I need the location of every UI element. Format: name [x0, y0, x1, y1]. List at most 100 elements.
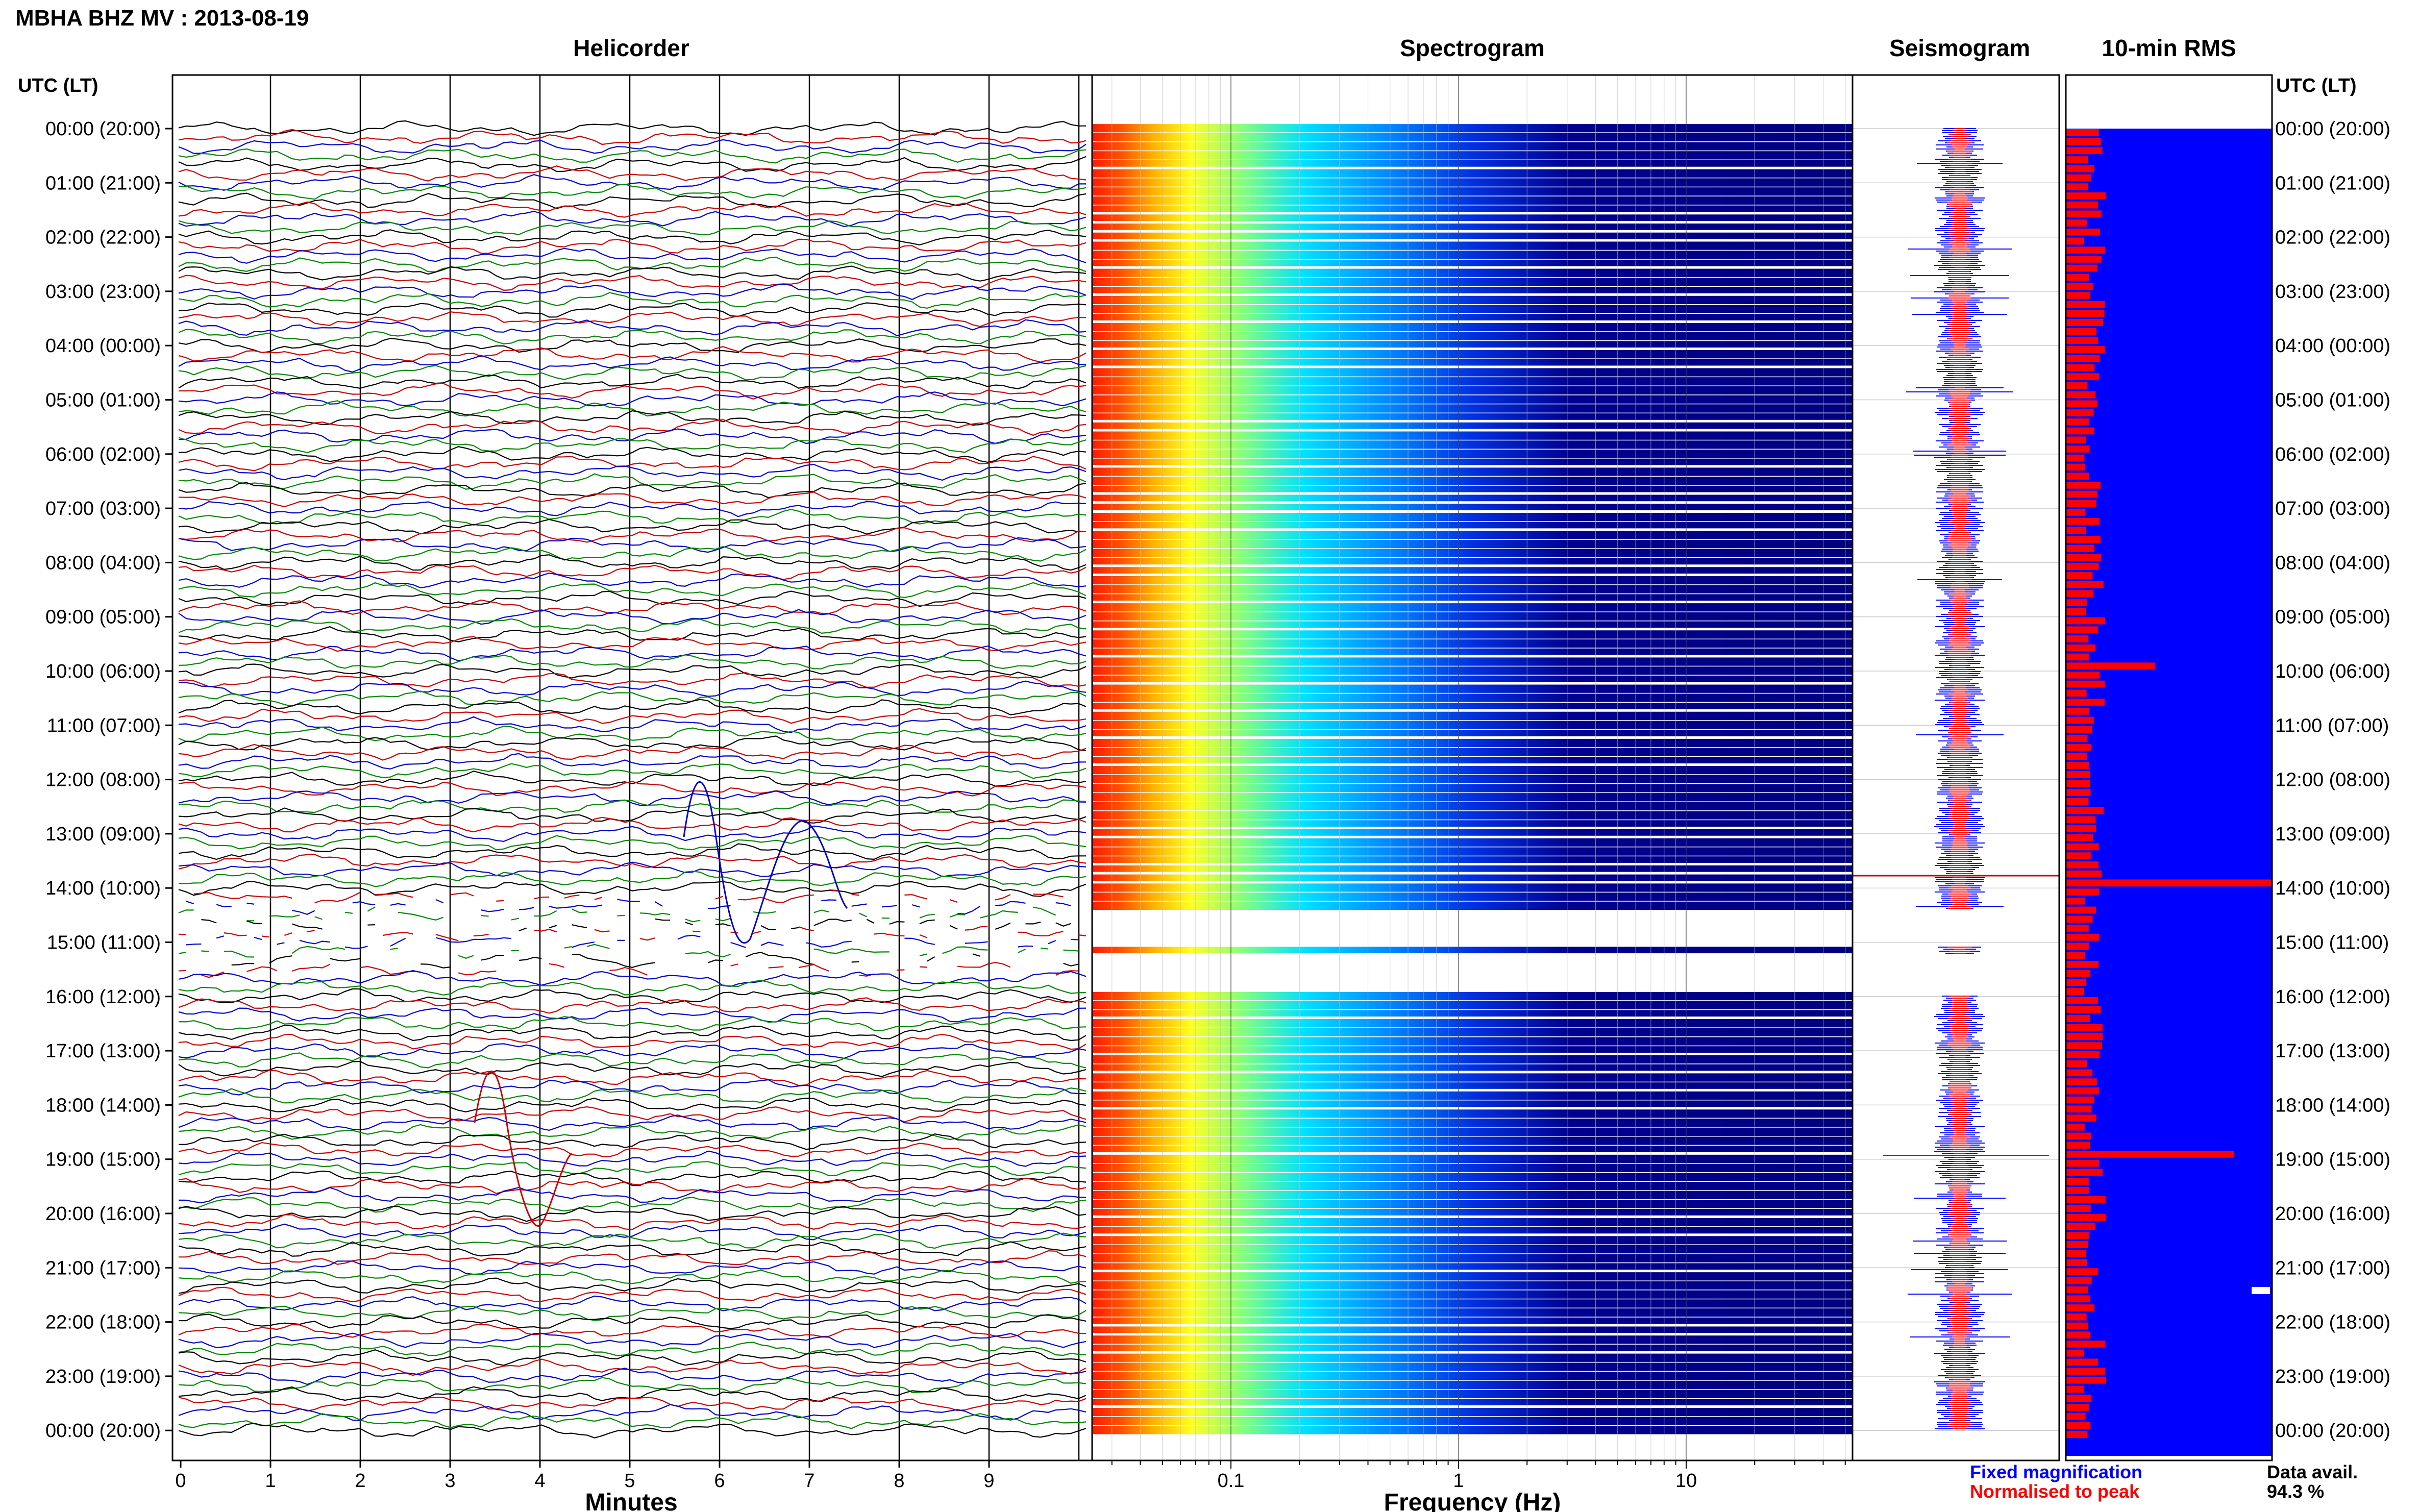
spectrogram-row [1092, 711, 1853, 720]
rms-bar [2066, 925, 2089, 932]
rms-bar [2066, 256, 2102, 263]
spectrogram-row [1092, 1218, 1853, 1227]
helicorder-trace [178, 210, 1087, 227]
rms-bar [2066, 771, 2090, 778]
time-labels-left: 00:00 (20:00) 01:00 (21:00) 02:00 (22:00) 0… [45, 118, 172, 1442]
spectrogram-row [1092, 648, 1853, 655]
spectrogram-row [1092, 395, 1853, 404]
minute-tick-label: 0 [175, 1470, 186, 1492]
spectrogram-row [1092, 196, 1853, 205]
spectrogram-title: Spectrogram [1400, 35, 1545, 61]
helicorder-trace [178, 1342, 1087, 1356]
time-label-left: 01:00 (21:00) [45, 172, 161, 194]
time-label-left: 09:00 (05:00) [45, 607, 161, 628]
rms-bar [2066, 861, 2099, 869]
rms-bar [2066, 129, 2099, 136]
rms-bar [2066, 319, 2104, 326]
spectrogram-row [1092, 187, 1853, 196]
helicorder-trace [178, 770, 1087, 787]
time-label-left: 00:00 (20:00) [45, 118, 161, 140]
helicorder-trace [186, 934, 1079, 949]
spectrogram-row [1092, 693, 1853, 702]
helicorder-trace [179, 302, 1087, 318]
spectrogram-row [1092, 1254, 1853, 1262]
spectrogram-row [1092, 1362, 1853, 1371]
time-label-left: 12:00 (08:00) [45, 770, 161, 791]
time-label-left: 20:00 (16:00) [45, 1203, 161, 1225]
rms-bar [2066, 960, 2099, 968]
time-label-right: 10:00 (06:00) [2275, 661, 2390, 682]
spectrogram-row [1092, 1010, 1853, 1017]
rms-bar [2066, 210, 2102, 218]
spectrogram-row [1092, 1290, 1853, 1299]
rms-bar [2066, 933, 2100, 941]
time-label-right: 01:00 (21:00) [2275, 172, 2390, 194]
spectrogram-row [1092, 431, 1853, 440]
time-label-left: 17:00 (13:00) [45, 1040, 161, 1062]
helicorder-trace [178, 835, 1087, 851]
spectrogram-row [1092, 205, 1853, 212]
helicorder-trace [178, 582, 1087, 598]
spectrogram-row [1092, 603, 1853, 612]
rms-bar [2066, 735, 2088, 742]
spectrogram-row [1092, 594, 1853, 601]
helicorder-trace [178, 680, 1087, 697]
helicorder-trace [178, 1368, 1087, 1385]
spectrogram-row [1092, 820, 1853, 827]
time-label-left: 05:00 (01:00) [45, 390, 161, 411]
spectrogram-row [1092, 1344, 1853, 1351]
helicorder-trace [178, 854, 1087, 870]
seismogram-title: Seismogram [1889, 35, 2030, 61]
rms-bar [2066, 328, 2096, 335]
rms-bar [2066, 644, 2096, 652]
minute-tick-label: 2 [355, 1470, 365, 1492]
spectrogram-row [1092, 1019, 1853, 1028]
rms-bar [2066, 1096, 2094, 1104]
spectrogram-row [1092, 630, 1853, 639]
helicorder-trace [178, 165, 1087, 182]
rms-bar [2066, 653, 2089, 661]
helicorder-trace [178, 1305, 1087, 1321]
helicorder-trace [178, 1396, 1087, 1412]
spectrogram-row [1092, 1326, 1853, 1333]
helicorder-trace [178, 763, 1087, 779]
spectrogram-row [1092, 512, 1853, 522]
rms-bar [2066, 427, 2094, 435]
helicorder-trace [193, 889, 1064, 904]
rms-bar [2066, 1268, 2098, 1276]
rms-bar [2066, 906, 2096, 914]
spectrogram-row [1092, 133, 1853, 142]
helicorder-trace [178, 365, 1087, 381]
rms-bar [2066, 409, 2094, 416]
helicorder-event-trace [474, 1070, 573, 1227]
spectrogram-row [1092, 287, 1853, 293]
spectrogram-row [1092, 314, 1853, 320]
spectrogram-row [1092, 1037, 1853, 1046]
helicorder-trace [178, 1413, 1087, 1429]
minute-tick-label: 3 [445, 1470, 455, 1492]
spectrogram-row [1092, 874, 1853, 881]
rms-bar [2066, 988, 2085, 995]
seismogram-panel [1852, 74, 2060, 1461]
helicorder-trace [178, 708, 1087, 724]
spectrogram-row [1092, 368, 1853, 377]
spectrogram-row [1092, 1163, 1853, 1172]
rms-bar [2066, 1376, 2106, 1384]
time-label-right: 15:00 (11:00) [2275, 932, 2389, 954]
helicorder-trace [178, 753, 1087, 770]
rms-bar [2066, 147, 2103, 155]
helicorder-trace [178, 926, 1087, 941]
rms-bar [2066, 707, 2090, 715]
helicorder-trace [201, 918, 1071, 932]
rms-bar [2066, 672, 2100, 679]
helicorder-trace [178, 238, 1087, 254]
rms-bar [2066, 888, 2100, 896]
spectrogram-row [1092, 657, 1853, 666]
rms-bar [2066, 870, 2102, 878]
spectrogram-row [1092, 1154, 1853, 1163]
rms-bar [2066, 1142, 2090, 1149]
helicorder-trace [178, 1052, 1087, 1069]
time-label-left: 22:00 (18:00) [45, 1312, 161, 1333]
time-label-left: 08:00 (04:00) [45, 552, 161, 574]
spectrogram-row [1092, 178, 1853, 187]
